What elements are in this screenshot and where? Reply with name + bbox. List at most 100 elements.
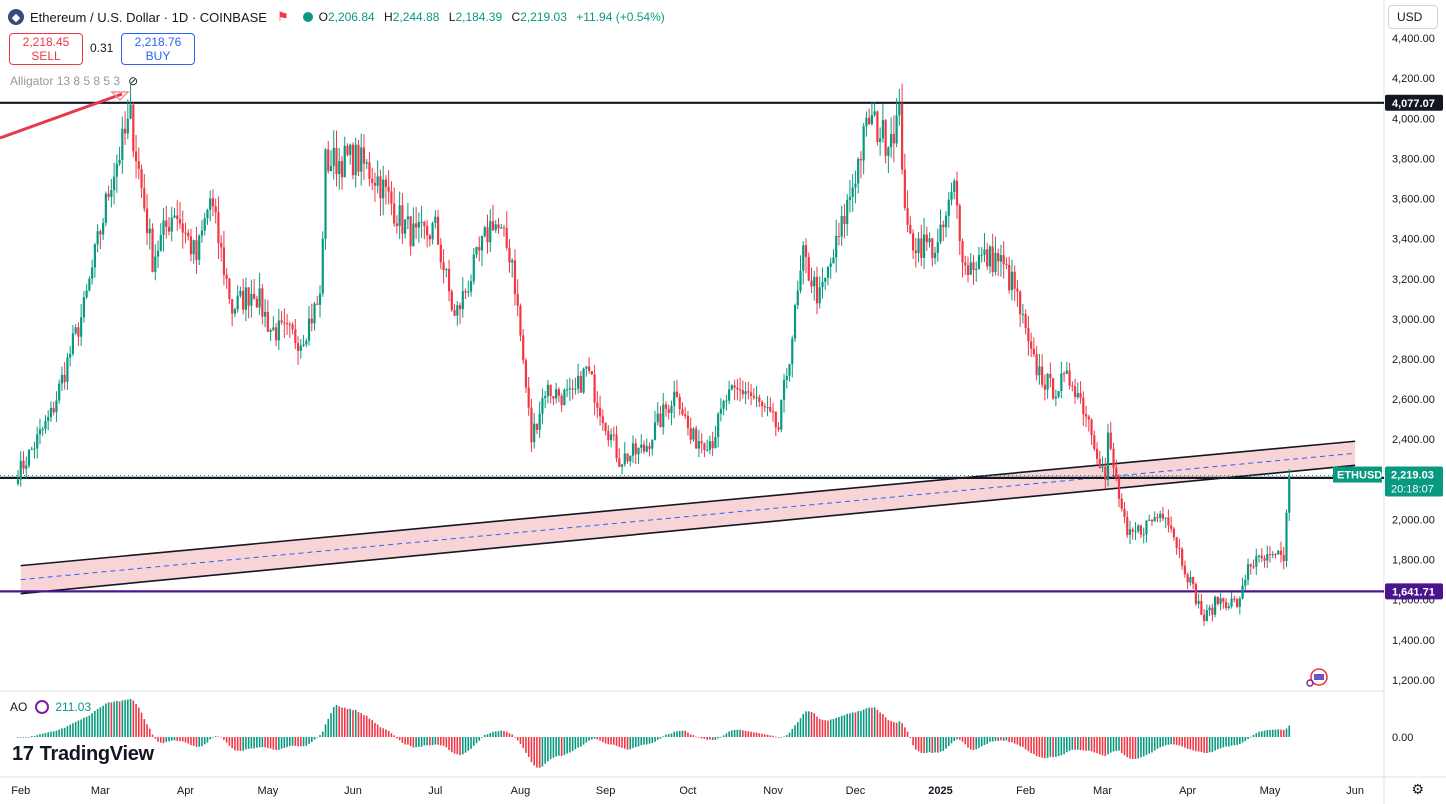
flag-icon[interactable]: ⚑ [276, 9, 289, 24]
candle-body [384, 179, 388, 187]
settings-gear-icon[interactable]: ⚙ [1411, 781, 1424, 797]
candle-body [187, 232, 190, 237]
candle-body [288, 324, 291, 326]
channel-band [20, 441, 1356, 594]
ao-bar [1236, 737, 1238, 745]
candle-body [324, 149, 327, 239]
ao-bar [91, 713, 93, 737]
level-tag-bg-2 [1385, 583, 1443, 600]
candle-body [804, 245, 808, 257]
ao-bar [278, 737, 280, 750]
candle-body [950, 191, 953, 200]
ao-bar [884, 717, 887, 737]
candle-body [404, 219, 407, 234]
ao-bar [860, 710, 862, 737]
y-tick-label: 2,000.00 [1392, 514, 1435, 526]
ao-bar [692, 735, 695, 737]
candle-body [911, 233, 915, 251]
ao-bar [401, 737, 404, 743]
candle-body [1235, 599, 1239, 607]
candle-body [873, 111, 876, 116]
candle-body [445, 269, 448, 271]
level-tag-bg-0 [1385, 94, 1443, 111]
candle-body [629, 455, 632, 462]
symbol-title[interactable]: Ethereum / U.S. Dollar · 1D · COINBASE [30, 9, 267, 25]
ao-bar [1126, 737, 1129, 758]
candle-body [1057, 391, 1060, 397]
candle-body [458, 305, 462, 310]
ao-bar [785, 735, 788, 737]
ao-bar [209, 737, 211, 740]
candle-body [280, 320, 283, 323]
ao-bar [547, 737, 549, 762]
news-flag-icon[interactable] [1306, 668, 1328, 688]
ao-bar [179, 737, 181, 742]
ao-bar [1274, 729, 1277, 737]
ao-bar [717, 737, 719, 739]
candle-body [524, 360, 528, 388]
candle-body [244, 287, 247, 310]
ao-bar [621, 737, 623, 748]
ao-bar [775, 736, 777, 738]
hide-eye-icon[interactable]: ⊘ [128, 74, 139, 88]
candle-body [829, 263, 832, 267]
candle-body [1082, 397, 1085, 415]
candle-body [497, 224, 500, 229]
candle-body [903, 169, 906, 208]
candle-body [1249, 564, 1252, 567]
ao-bar [1189, 737, 1192, 750]
candle-body [854, 183, 857, 188]
buy-button[interactable]: 2,218.76 BUY [121, 33, 195, 65]
ao-bar [972, 737, 975, 751]
ao-bar [912, 737, 914, 746]
candle-body [126, 118, 129, 134]
ao-bar [505, 731, 508, 737]
candle-body [162, 220, 165, 235]
ao-bar [289, 737, 291, 746]
ao-bar [695, 736, 697, 738]
candle-body [129, 104, 132, 119]
ao-bar [615, 737, 618, 746]
candle-body [936, 242, 939, 253]
ao-bar [407, 737, 409, 745]
ao-bar [396, 737, 398, 739]
alligator-indicator[interactable]: Alligator 13 8 5 8 5 3 ⊘ [10, 74, 138, 88]
candle-body [511, 260, 514, 263]
x-tick-label: 2025 [928, 785, 952, 797]
ao-indicator-legend[interactable]: AO 211.03 [10, 700, 91, 714]
candle-body [387, 186, 390, 192]
currency-selector[interactable]: USD [1388, 5, 1438, 29]
ao-bar [478, 737, 481, 741]
tradingview-logo-icon: 17 [12, 743, 34, 765]
ao-bar [964, 737, 967, 745]
ao-bar [818, 719, 821, 737]
candle-body [552, 396, 555, 399]
candle-body [549, 384, 552, 397]
x-tick-label: Oct [679, 785, 696, 797]
ao-bar [1063, 737, 1065, 755]
ao-bar [1239, 737, 1241, 744]
y-tick-label: 1,200.00 [1392, 675, 1435, 687]
candle-body [791, 338, 794, 365]
symbol-header[interactable]: ◆ Ethereum / U.S. Dollar · 1D · COINBASE… [8, 7, 665, 27]
candle-body [49, 407, 53, 418]
ao-bar [1041, 737, 1043, 758]
ao-settings-icon[interactable] [35, 700, 50, 714]
candle-body [1117, 478, 1121, 499]
candle-body [502, 227, 506, 229]
candle-body [555, 389, 558, 399]
ao-bar [360, 713, 363, 737]
candle-body [1030, 341, 1033, 349]
tradingview-logo[interactable]: 17 TradingView [12, 743, 154, 766]
ao-bar [969, 737, 972, 750]
ao-bar [354, 709, 357, 737]
candle-body [692, 428, 695, 440]
candle-body [296, 343, 300, 351]
ao-bar [228, 737, 231, 746]
ao-bar [1129, 737, 1131, 759]
ao-bar [1178, 737, 1181, 746]
sell-button[interactable]: 2,218.45 SELL [9, 33, 83, 65]
ao-bar [1038, 737, 1041, 757]
currency-label: USD [1397, 10, 1423, 24]
